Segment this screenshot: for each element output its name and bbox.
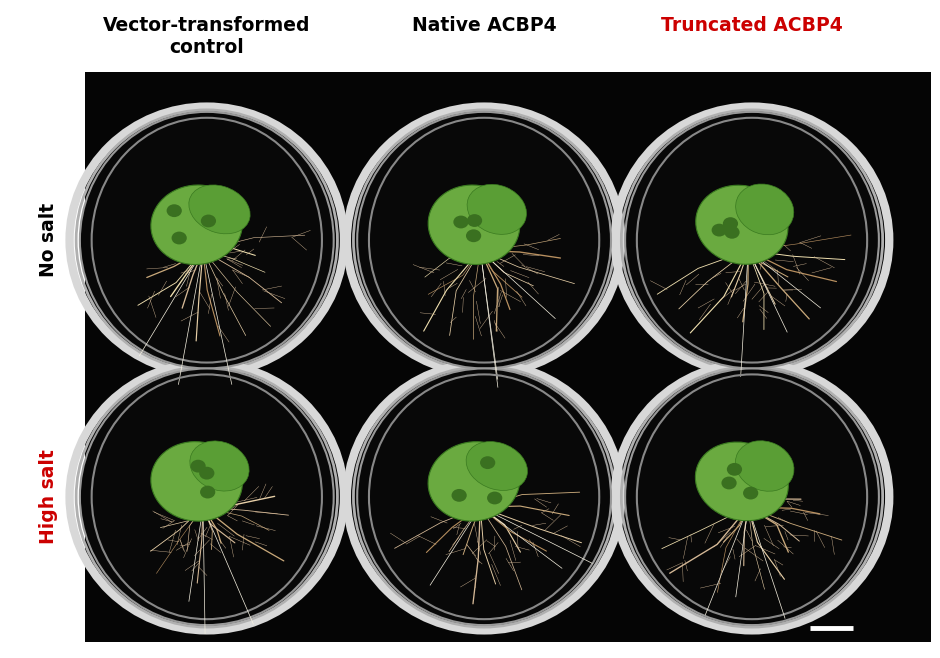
Ellipse shape xyxy=(453,216,468,228)
Ellipse shape xyxy=(166,204,181,217)
Ellipse shape xyxy=(80,112,334,368)
Ellipse shape xyxy=(151,185,243,265)
Ellipse shape xyxy=(428,442,520,521)
Ellipse shape xyxy=(727,463,742,476)
Ellipse shape xyxy=(723,217,738,230)
Ellipse shape xyxy=(80,368,334,625)
Ellipse shape xyxy=(190,441,249,491)
Ellipse shape xyxy=(743,487,759,499)
Text: Native ACBP4: Native ACBP4 xyxy=(412,16,556,36)
Ellipse shape xyxy=(725,226,740,239)
Ellipse shape xyxy=(466,230,481,242)
Ellipse shape xyxy=(736,184,793,235)
Ellipse shape xyxy=(487,492,502,505)
Ellipse shape xyxy=(451,489,467,502)
Ellipse shape xyxy=(357,112,611,368)
Ellipse shape xyxy=(467,214,482,227)
Ellipse shape xyxy=(696,186,788,265)
Ellipse shape xyxy=(712,224,727,236)
Bar xyxy=(85,72,931,642)
Text: No salt: No salt xyxy=(39,203,58,277)
Ellipse shape xyxy=(189,185,250,234)
Ellipse shape xyxy=(199,467,214,480)
Text: Truncated ACBP4: Truncated ACBP4 xyxy=(661,16,843,36)
Ellipse shape xyxy=(172,232,187,244)
Ellipse shape xyxy=(735,441,794,492)
Ellipse shape xyxy=(429,185,520,265)
Ellipse shape xyxy=(480,456,495,469)
Ellipse shape xyxy=(467,184,526,234)
Ellipse shape xyxy=(625,368,879,625)
Ellipse shape xyxy=(625,112,879,368)
Ellipse shape xyxy=(466,442,527,490)
Ellipse shape xyxy=(151,442,243,521)
Text: High salt: High salt xyxy=(39,449,58,544)
Text: Vector-transformed
control: Vector-transformed control xyxy=(103,16,310,57)
Ellipse shape xyxy=(191,460,206,472)
Ellipse shape xyxy=(696,442,789,520)
Ellipse shape xyxy=(357,368,611,625)
Ellipse shape xyxy=(721,476,737,490)
Ellipse shape xyxy=(201,215,216,228)
Ellipse shape xyxy=(200,486,215,499)
